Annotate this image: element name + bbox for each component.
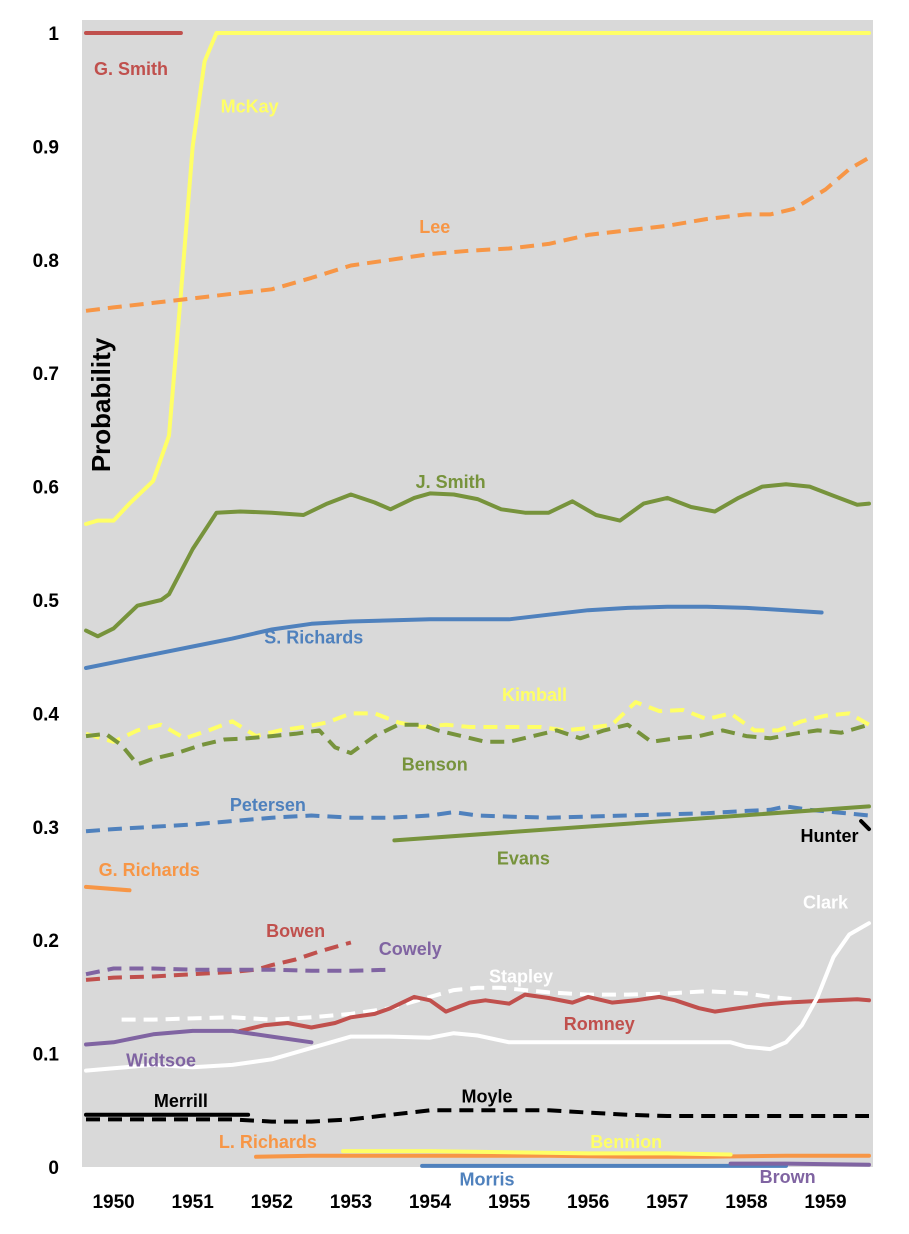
series-line-bowen (85, 940, 352, 982)
series-line-lee (85, 155, 871, 313)
y-tick-label: 0.2 (33, 931, 59, 952)
series-label-petersen: Petersen (230, 795, 306, 815)
y-tick-label: 0.1 (33, 1045, 60, 1066)
x-tick-label: 1957 (646, 1192, 688, 1213)
series-label-mckay: McKay (221, 97, 279, 117)
series-label-g-smith: G. Smith (94, 59, 168, 79)
y-tick-label: 0 (48, 1158, 59, 1179)
y-tick-label: 0.4 (33, 704, 60, 725)
y-axis-label: Probability (86, 337, 116, 472)
series-line-moyle (86, 1108, 869, 1124)
series-line-kimball (85, 700, 870, 744)
series-line-hunter (859, 819, 871, 832)
series-line-evans (392, 804, 871, 843)
series-layer (84, 31, 871, 1168)
series-label-morris: Morris (459, 1169, 514, 1189)
y-axis-label-group: Probability (86, 337, 116, 472)
x-tick-label: 1954 (409, 1192, 452, 1213)
series-line-widtsoe (84, 1028, 314, 1047)
series-line-l-richards (254, 1153, 871, 1159)
series-label-romney: Romney (564, 1014, 635, 1034)
y-tick-label: 1 (48, 24, 59, 45)
series-line-g-richards (84, 884, 132, 893)
series-label-hunter: Hunter (801, 826, 859, 846)
series-label-cowely: Cowely (379, 939, 442, 959)
x-tick-label: 1959 (804, 1192, 846, 1213)
series-label-g-richards: G. Richards (99, 860, 200, 880)
y-tick-label: 0.6 (33, 478, 59, 499)
series-line-bennion (341, 1149, 733, 1157)
y-tick-label: 0.8 (33, 251, 59, 272)
series-line-cowely (85, 966, 391, 977)
y-axis-ticks: 0 0.1 0.2 0.3 0.4 0.5 0.6 0.7 0.8 0.9 1 (33, 24, 60, 1179)
series-label-bowen: Bowen (266, 921, 325, 941)
annotation-layer: G. Smith McKay Lee J. Smith S. Richards Kimba… (94, 59, 859, 1189)
series-line-clark (84, 921, 871, 1073)
series-label-kimball: Kimball (502, 685, 567, 705)
plot-area (82, 20, 873, 1167)
series-label-widtsoe: Widtsoe (126, 1050, 196, 1070)
x-tick-label: 1953 (330, 1192, 372, 1213)
y-tick-label: 0.5 (33, 591, 60, 612)
x-tick-label: 1956 (567, 1192, 609, 1213)
series-label-benson: Benson (402, 754, 468, 774)
series-line-brown (728, 1161, 871, 1167)
series-label-bennion: Bennion (590, 1132, 662, 1152)
series-label-brown: Brown (760, 1167, 816, 1187)
x-axis-ticks: 1950 1951 1952 1953 1954 1955 1956 1957 1958 1959 (92, 1192, 846, 1213)
x-tick-label: 1955 (488, 1192, 531, 1213)
series-label-moyle: Moyle (461, 1087, 512, 1107)
series-line-s-richards (84, 604, 824, 670)
series-line-mckay (84, 31, 871, 526)
series-label-stapley: Stapley (489, 966, 553, 986)
series-line-j-smith (84, 482, 871, 639)
x-tick-label: 1952 (251, 1192, 293, 1213)
series-line-romney (238, 992, 871, 1033)
x-tick-label: 1958 (725, 1192, 767, 1213)
series-label-j-smith: J. Smith (416, 472, 486, 492)
series-label-clark: Clark (803, 893, 849, 913)
series-label-merrill: Merrill (154, 1091, 208, 1111)
y-tick-label: 0.9 (33, 137, 59, 158)
series-label-lee: Lee (419, 217, 450, 237)
y-tick-label: 0.7 (33, 364, 59, 385)
x-tick-label: 1950 (92, 1192, 134, 1213)
series-line-stapley (121, 985, 795, 1022)
x-tick-label: 1951 (172, 1192, 215, 1213)
y-tick-label: 0.3 (33, 818, 59, 839)
series-line-benson (85, 722, 870, 767)
series-label-evans: Evans (497, 848, 550, 868)
series-label-s-richards: S. Richards (264, 627, 363, 647)
series-line-petersen (85, 804, 870, 834)
series-label-l-richards: L. Richards (219, 1132, 317, 1152)
